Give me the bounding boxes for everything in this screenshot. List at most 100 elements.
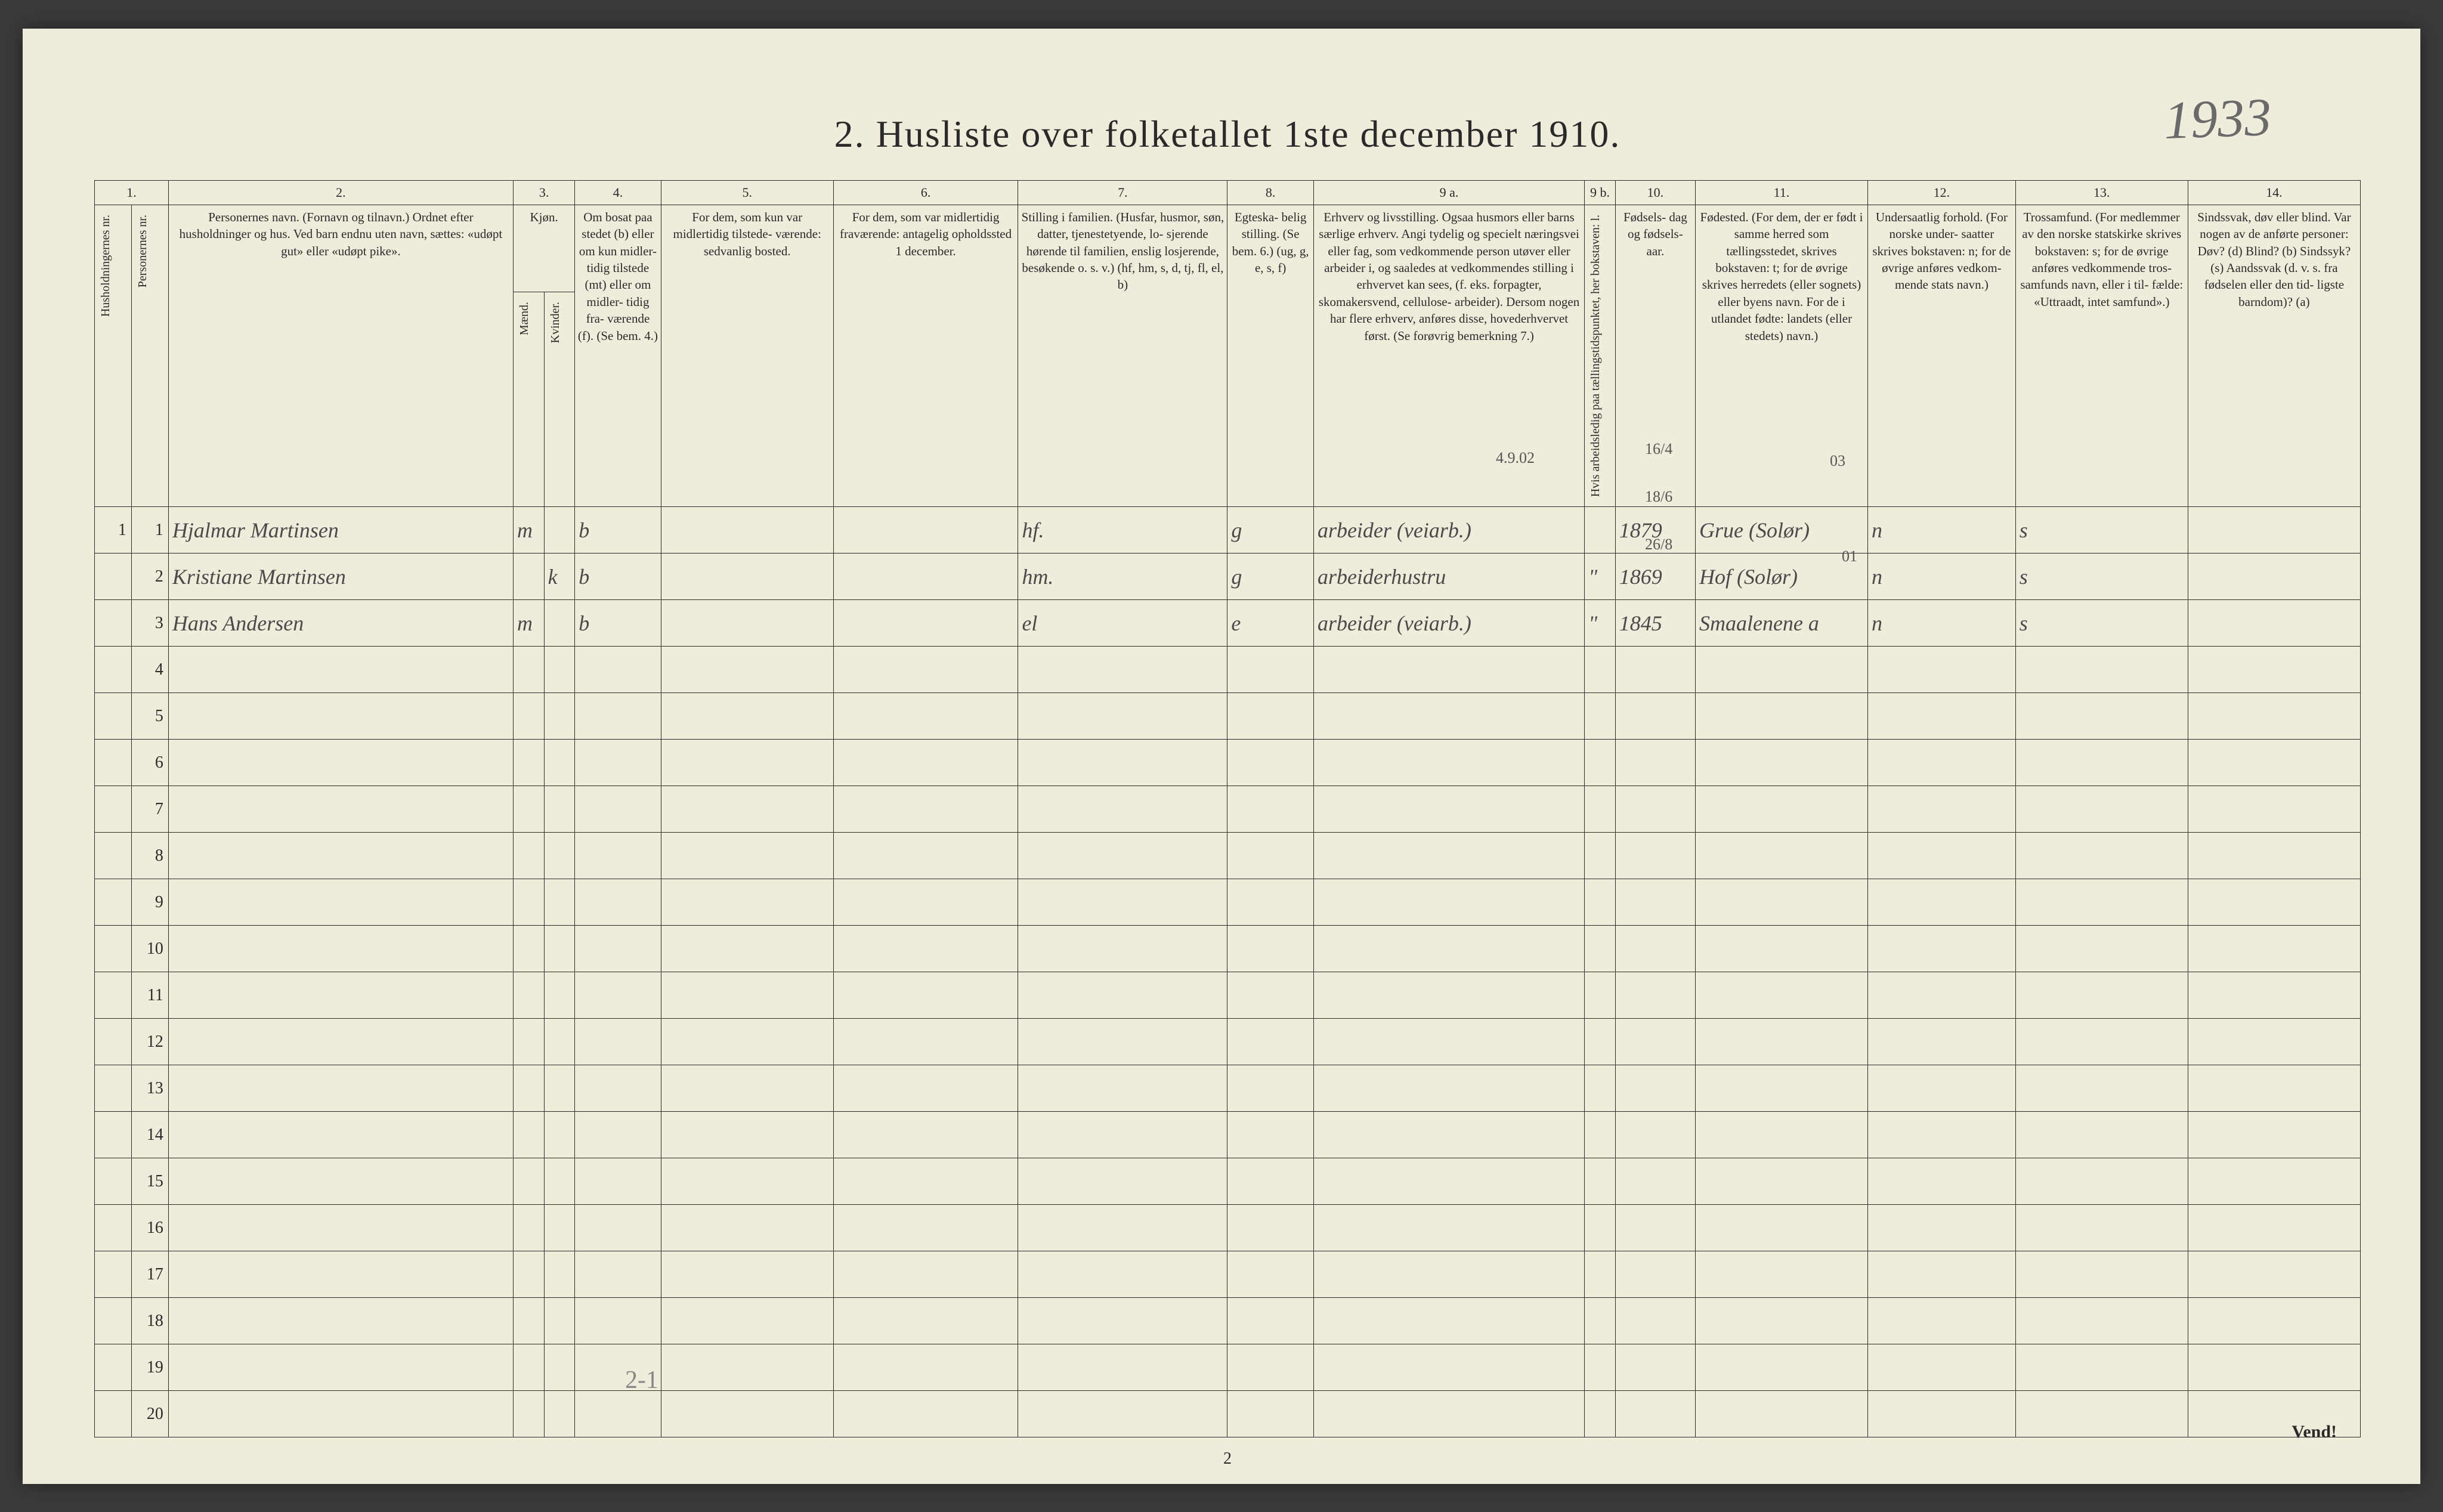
- cell-under: [1868, 1344, 2016, 1391]
- cell-hh: [95, 1391, 132, 1437]
- cell-c6: [833, 740, 1018, 786]
- cell-c5: [661, 507, 833, 554]
- cell-m: [513, 1205, 544, 1251]
- cell-fdato: [1615, 647, 1695, 693]
- cell-fsted: [1695, 647, 1867, 693]
- cell-c5: [661, 1065, 833, 1112]
- cell-c14: [2188, 600, 2360, 647]
- cell-hh: [95, 1112, 132, 1158]
- cell-fam: [1018, 1065, 1227, 1112]
- colnum-3: 3.: [513, 180, 574, 205]
- cell-c14: [2188, 1112, 2360, 1158]
- cell-egte: [1227, 740, 1314, 786]
- cell-egte: [1227, 833, 1314, 879]
- cell-name: [168, 693, 513, 740]
- cell-c9b: [1585, 740, 1616, 786]
- cell-erhverv: [1313, 1112, 1584, 1158]
- cell-erhverv: [1313, 926, 1584, 972]
- cell-fdato: [1615, 926, 1695, 972]
- cell-pnr: 16: [131, 1205, 168, 1251]
- cell-erhverv: [1313, 786, 1584, 833]
- cell-egte: [1227, 647, 1314, 693]
- cell-tros: [2015, 647, 2188, 693]
- cell-erhverv: [1313, 879, 1584, 926]
- cell-k: [544, 1391, 575, 1437]
- cell-c6: [833, 879, 1018, 926]
- cell-name: [168, 926, 513, 972]
- cell-hh: [95, 1019, 132, 1065]
- cell-egte: [1227, 1251, 1314, 1298]
- table-row: 17: [95, 1251, 2361, 1298]
- head-c7: Stilling i familien. (Husfar, husmor, sø…: [1018, 205, 1227, 507]
- head-c6: For dem, som var midlertidig fraværende:…: [833, 205, 1018, 507]
- cell-c5: [661, 1019, 833, 1065]
- cell-under: [1868, 693, 2016, 740]
- cell-name: [168, 1298, 513, 1344]
- cell-hh: [95, 1344, 132, 1391]
- cell-fam: [1018, 1298, 1227, 1344]
- table-row: 11: [95, 972, 2361, 1019]
- colnum-11: 11.: [1695, 180, 1867, 205]
- table-row: 4: [95, 647, 2361, 693]
- head-c14: Sindssvak, døv eller blind. Var nogen av…: [2188, 205, 2360, 507]
- colnum-10: 10.: [1615, 180, 1695, 205]
- cell-c14: [2188, 647, 2360, 693]
- cell-k: [544, 786, 575, 833]
- cell-hh: [95, 1205, 132, 1251]
- cell-m: [513, 693, 544, 740]
- cell-under: n: [1868, 600, 2016, 647]
- cell-c6: [833, 507, 1018, 554]
- cell-egte: [1227, 1391, 1314, 1437]
- cell-c14: [2188, 1298, 2360, 1344]
- cell-c6: [833, 1391, 1018, 1437]
- cell-pnr: 2: [131, 554, 168, 600]
- cell-fdato: [1615, 786, 1695, 833]
- cell-name: [168, 1344, 513, 1391]
- cell-tros: [2015, 1344, 2188, 1391]
- cell-bosat: b: [575, 507, 661, 554]
- cell-erhverv: [1313, 647, 1584, 693]
- cell-c5: [661, 740, 833, 786]
- cell-under: [1868, 1019, 2016, 1065]
- cell-k: [544, 1205, 575, 1251]
- table-row: 2Kristiane Martinsenkbhm.garbeiderhustru…: [95, 554, 2361, 600]
- cell-pnr: 20: [131, 1391, 168, 1437]
- cell-egte: e: [1227, 600, 1314, 647]
- cell-tros: [2015, 1112, 2188, 1158]
- cell-under: [1868, 1298, 2016, 1344]
- table-row: 19: [95, 1344, 2361, 1391]
- cell-egte: g: [1227, 554, 1314, 600]
- cell-fdato: [1615, 1019, 1695, 1065]
- cell-under: [1868, 1391, 2016, 1437]
- cell-c5: [661, 647, 833, 693]
- cell-k: k: [544, 554, 575, 600]
- cell-fsted: Grue (Solør): [1695, 507, 1867, 554]
- cell-under: [1868, 786, 2016, 833]
- table-row: 6: [95, 740, 2361, 786]
- cell-hh: [95, 926, 132, 972]
- cell-name: [168, 1065, 513, 1112]
- cell-c9b: [1585, 1019, 1616, 1065]
- cell-c9b: [1585, 1112, 1616, 1158]
- cell-c14: [2188, 926, 2360, 972]
- colnum-1: 1.: [95, 180, 169, 205]
- cell-c5: [661, 1158, 833, 1205]
- cell-name: [168, 740, 513, 786]
- column-number-row: 1. 2. 3. 4. 5. 6. 7. 8. 9 a. 9 b. 10. 11…: [95, 180, 2361, 205]
- cell-under: [1868, 1112, 2016, 1158]
- colnum-12: 12.: [1868, 180, 2016, 205]
- cell-c6: [833, 1344, 1018, 1391]
- cell-bosat: [575, 926, 661, 972]
- cell-bosat: [575, 1158, 661, 1205]
- cell-fsted: [1695, 926, 1867, 972]
- cell-bosat: b: [575, 600, 661, 647]
- cell-c14: [2188, 1344, 2360, 1391]
- table-row: 7: [95, 786, 2361, 833]
- cell-c9b: [1585, 1205, 1616, 1251]
- cell-name: [168, 1158, 513, 1205]
- cell-fsted: [1695, 972, 1867, 1019]
- cell-k: [544, 693, 575, 740]
- cell-k: [544, 1251, 575, 1298]
- cell-c5: [661, 786, 833, 833]
- cell-hh: [95, 1298, 132, 1344]
